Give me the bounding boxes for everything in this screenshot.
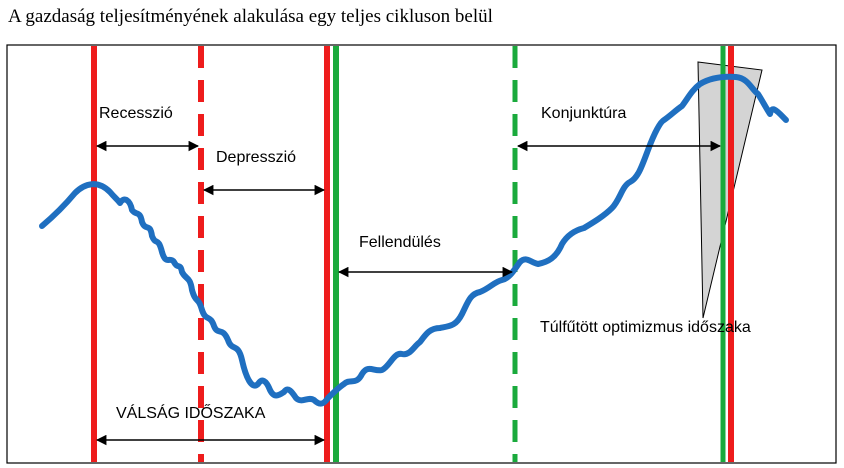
label-depresszio: Depresszió (216, 149, 296, 166)
economic-curve (39, 73, 789, 407)
label-tulfutott: Túlfűtött optimizmus időszaka (540, 319, 751, 336)
page-title: A gazdaság teljesítményének alakulása eg… (8, 6, 493, 27)
label-fellendules: Fellendülés (359, 234, 441, 251)
label-konjunktura: Konjunktúra (541, 105, 626, 122)
label-recesszio: Recesszió (99, 105, 173, 122)
label-valsag: VÁLSÁG IDŐSZAKA (116, 403, 266, 422)
frame (6, 44, 837, 464)
